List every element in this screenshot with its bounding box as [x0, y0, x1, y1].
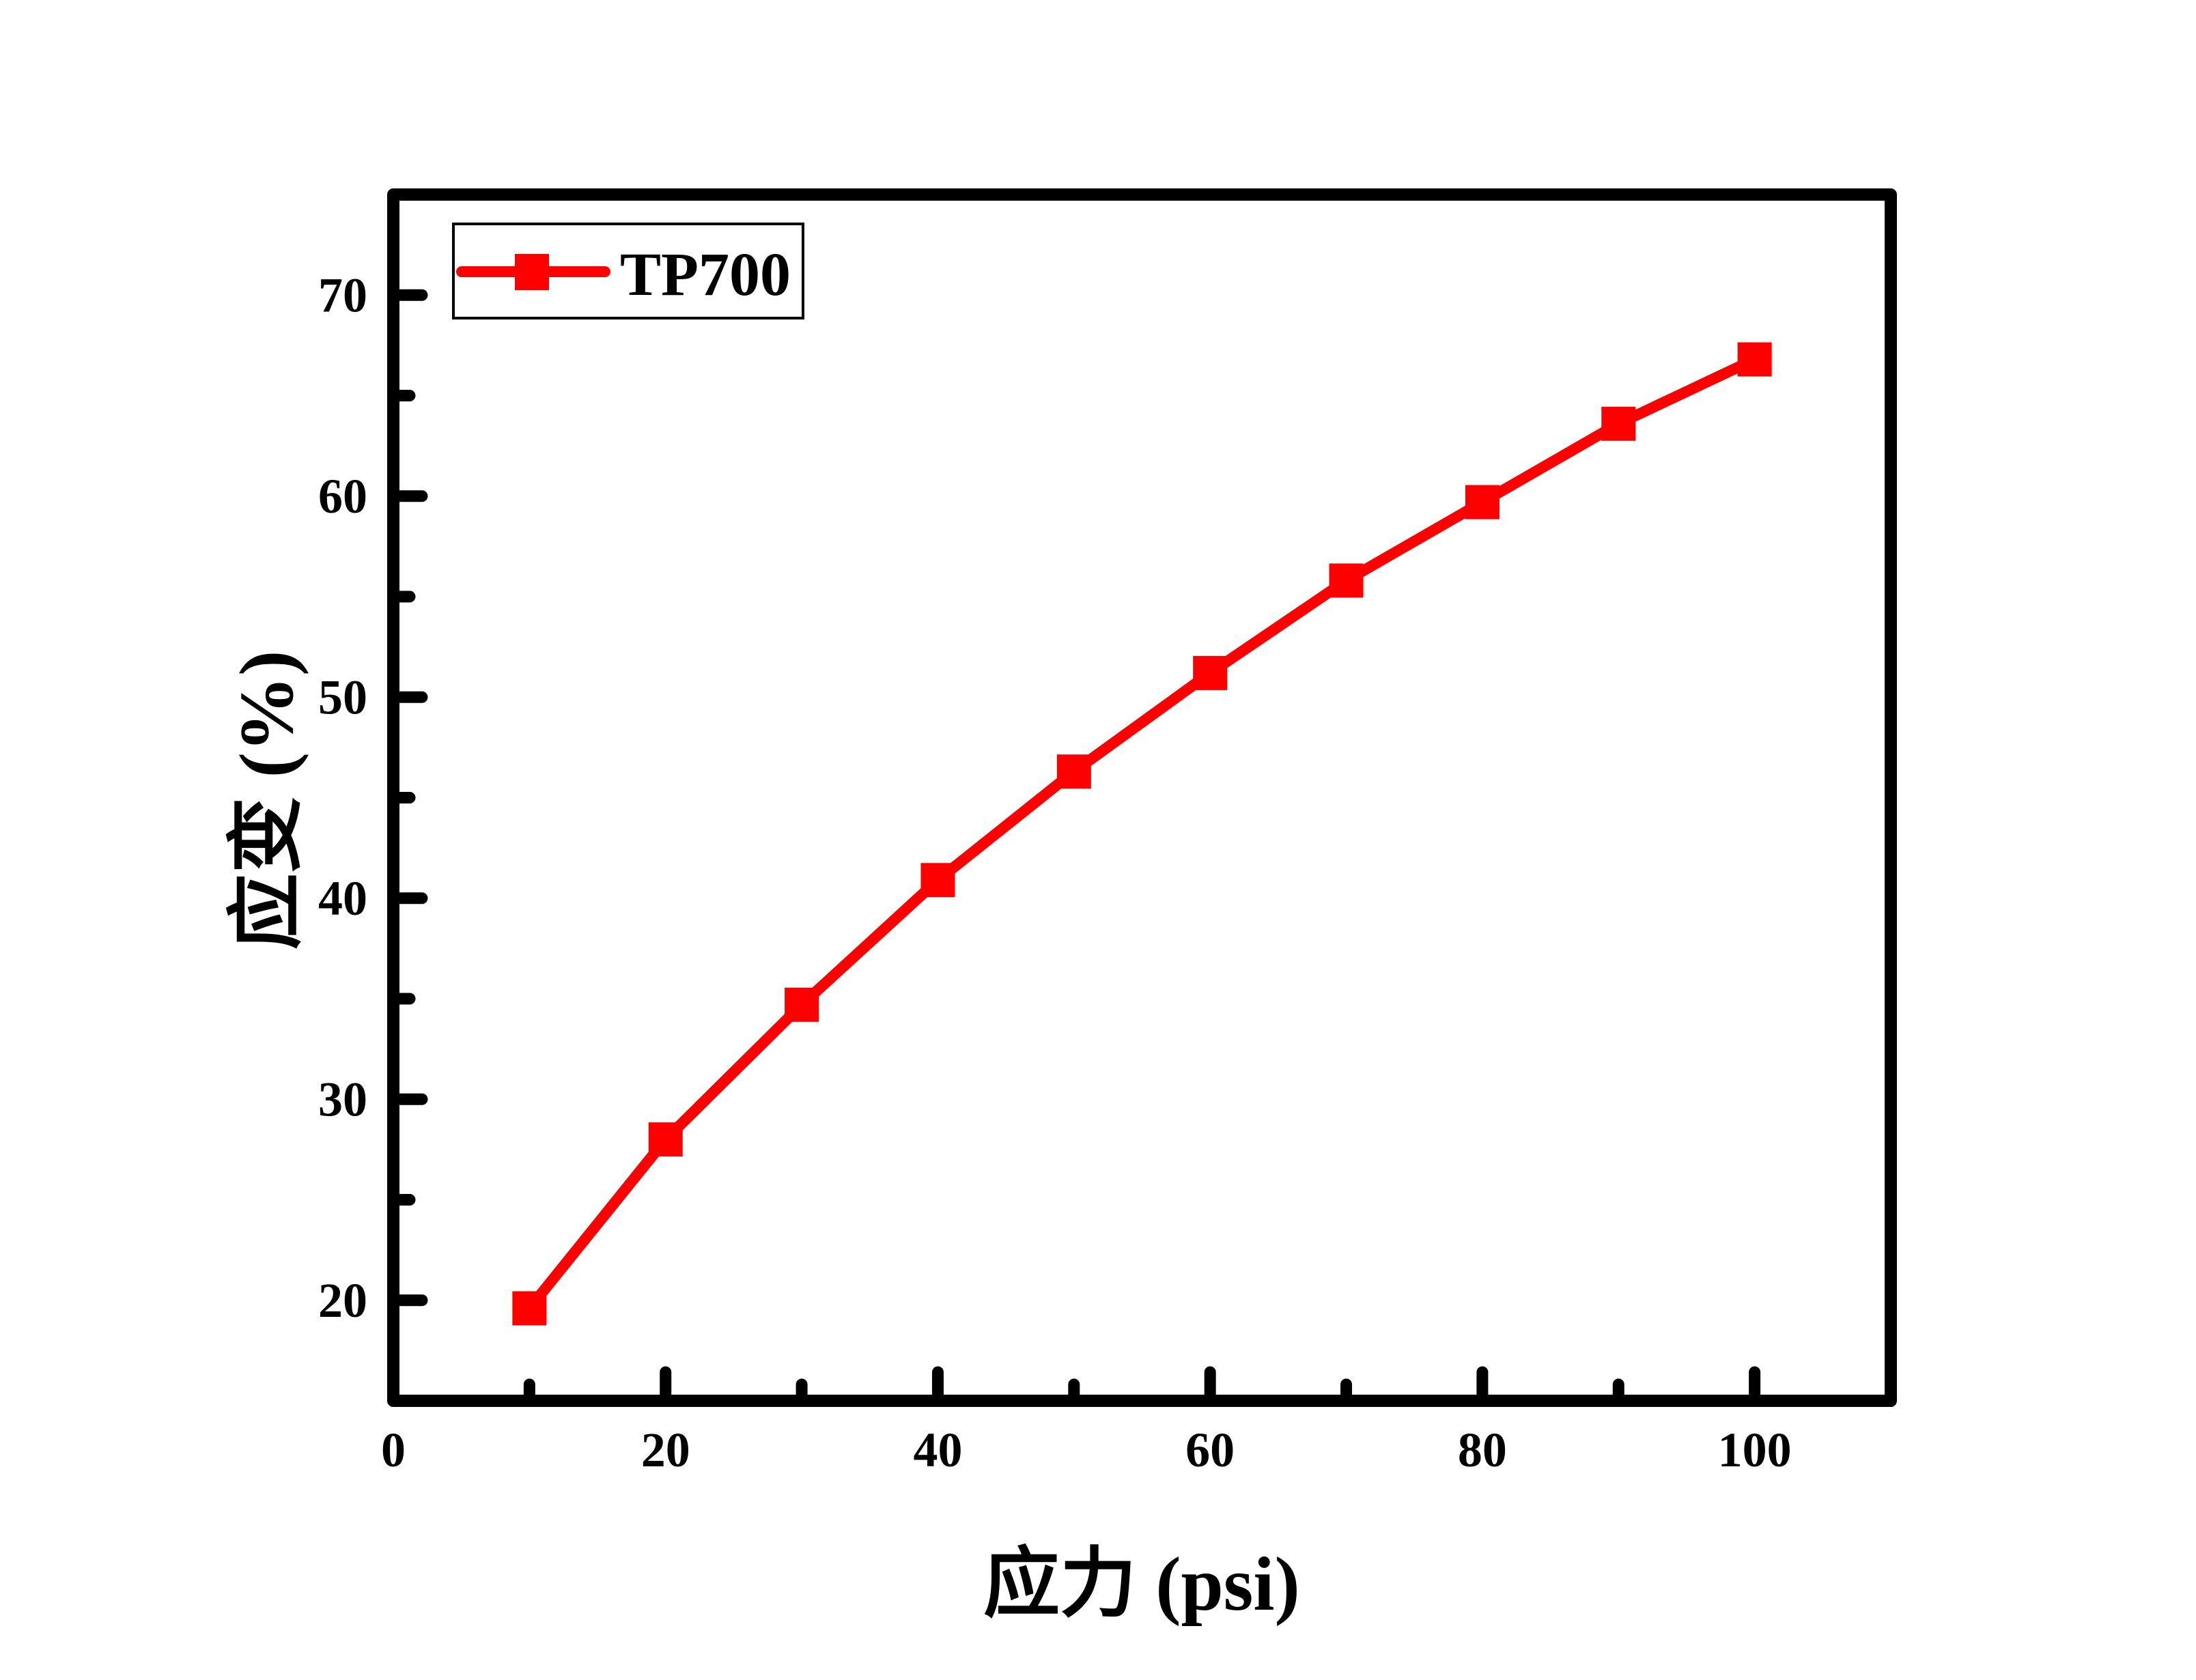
data-point-square-marker	[1601, 406, 1636, 441]
x-tick-label: 40	[913, 1423, 962, 1477]
y-tick-label: 30	[318, 1072, 367, 1126]
y-axis-title: 应变 (%)	[225, 651, 309, 950]
series-line	[524, 354, 1760, 1314]
y-tick-label: 20	[318, 1273, 367, 1328]
x-tick-label: 0	[381, 1423, 406, 1477]
legend: TP700	[452, 223, 804, 319]
x-tick-label: 100	[1718, 1423, 1792, 1477]
legend-label: TP700	[620, 241, 791, 309]
data-point-square-marker	[785, 987, 819, 1022]
y-tick-label: 70	[318, 268, 367, 322]
data-point-square-marker	[1737, 342, 1772, 377]
legend-square-marker-icon	[515, 254, 549, 290]
data-point-square-marker	[1465, 485, 1500, 519]
data-point-square-marker	[1193, 655, 1228, 690]
data-point-square-marker	[920, 863, 955, 898]
data-series	[512, 342, 1772, 1326]
data-point-square-marker	[512, 1291, 547, 1326]
x-axis-title: 应力 (psi)	[983, 1542, 1300, 1627]
x-tick-label: 80	[1458, 1423, 1507, 1477]
data-point-square-marker	[1056, 754, 1091, 789]
data-point-square-marker	[648, 1122, 683, 1157]
x-tick-label: 20	[641, 1423, 690, 1477]
x-tick-label: 60	[1185, 1423, 1235, 1477]
y-tick-label: 60	[318, 469, 367, 524]
y-tick-label: 50	[318, 670, 367, 724]
axis-tick-labels: 0 20 40 60 80 100 20 30 40 50 60 70	[318, 268, 1792, 1477]
data-point-square-marker	[1329, 563, 1364, 598]
plot-frame	[387, 188, 1897, 1407]
y-tick-label: 40	[318, 871, 367, 926]
